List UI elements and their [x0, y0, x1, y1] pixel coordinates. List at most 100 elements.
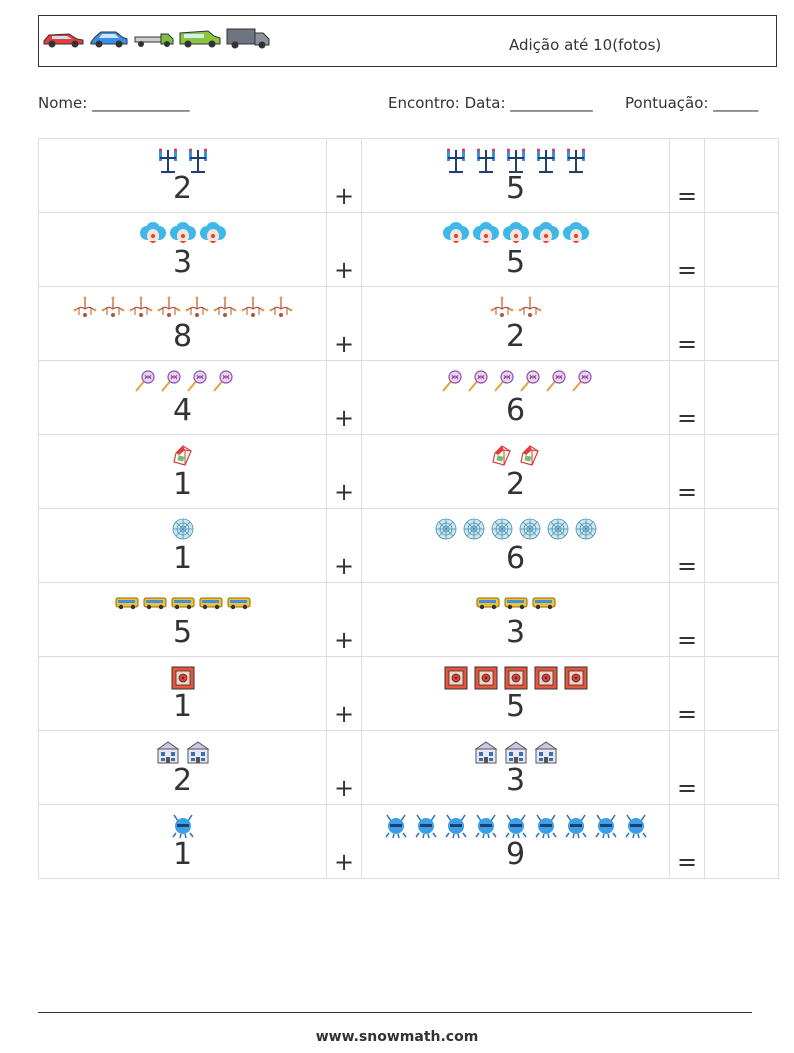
traffic-light-icon	[566, 148, 585, 173]
traffic-light-icon	[476, 148, 495, 173]
addend-a-number: 1	[172, 467, 193, 502]
lollipop-icon	[493, 370, 514, 392]
plus-cell: +	[326, 656, 362, 731]
addend-a-pictures	[39, 213, 326, 247]
milk-carton-icon	[172, 445, 192, 466]
answer-cell[interactable]	[704, 286, 779, 361]
equals-sign: =	[676, 256, 698, 284]
plus-sign: +	[333, 182, 355, 210]
footer-divider	[38, 1012, 752, 1013]
addend-a-number: 2	[172, 763, 193, 798]
addend-b-pictures	[362, 805, 669, 839]
plus-sign: +	[333, 330, 355, 358]
score-field: Pontuação: ______	[625, 94, 759, 112]
robot-icon	[414, 814, 437, 839]
robot-icon	[171, 814, 194, 839]
spider-web-icon	[172, 518, 193, 540]
problem-row: 2 +3 =	[38, 730, 779, 805]
clown-icon	[139, 222, 166, 243]
problem-row: 1 +2 =	[38, 434, 779, 509]
plus-sign: +	[333, 256, 355, 284]
addend-a-cell: 2	[38, 730, 327, 805]
lollipop-icon	[186, 370, 207, 392]
tow-truck-icon	[134, 33, 174, 47]
equals-cell: =	[669, 212, 705, 287]
safe-icon	[564, 666, 587, 690]
equals-cell: =	[669, 804, 705, 879]
addend-b-cell: 2	[361, 434, 670, 509]
equals-cell: =	[669, 656, 705, 731]
answer-cell[interactable]	[704, 138, 779, 213]
clown-icon	[169, 222, 196, 243]
equals-sign: =	[676, 552, 698, 580]
robot-icon	[624, 814, 647, 839]
lollipop-icon	[441, 370, 462, 392]
lollipop-icon	[571, 370, 592, 392]
addend-b-number: 3	[505, 763, 526, 798]
equals-sign: =	[676, 774, 698, 802]
addend-a-number: 1	[172, 541, 193, 576]
clown-icon	[532, 222, 559, 243]
answer-cell[interactable]	[704, 508, 779, 583]
answer-cell[interactable]	[704, 212, 779, 287]
addend-a-number: 4	[172, 393, 193, 428]
addend-a-pictures	[39, 731, 326, 765]
addend-a-number: 1	[172, 837, 193, 872]
safe-icon	[504, 666, 527, 690]
answer-cell[interactable]	[704, 804, 779, 879]
addend-b-cell: 3	[361, 730, 670, 805]
addend-b-pictures	[362, 139, 669, 173]
building-icon	[473, 741, 498, 764]
robot-icon	[594, 814, 617, 839]
answer-cell[interactable]	[704, 360, 779, 435]
problem-row: 1 +5 =	[38, 656, 779, 731]
problems-table: 2 +5 = 3 +5 = 8 +2 = 4 +6 = 1 +2 = 1 +6 = 5 +3 = 1 +5 = 2 +3 = 1 +9 =	[38, 138, 779, 879]
addend-a-cell: 1	[38, 656, 327, 731]
equals-sign: =	[676, 700, 698, 728]
clown-icon	[562, 222, 589, 243]
answer-cell[interactable]	[704, 656, 779, 731]
lollipop-icon	[212, 370, 233, 392]
addend-a-number: 5	[172, 615, 193, 650]
problem-row: 3 +5 =	[38, 212, 779, 287]
bus-icon	[143, 597, 166, 610]
addend-a-cell: 1	[38, 508, 327, 583]
worksheet-title: Adição até 10(fotos)	[509, 36, 662, 54]
addend-a-pictures	[39, 287, 326, 321]
spider-web-icon	[547, 518, 568, 540]
chandelier-icon	[129, 296, 152, 317]
safe-icon	[534, 666, 557, 690]
plus-cell: +	[326, 434, 362, 509]
building-icon	[155, 741, 180, 764]
plus-sign: +	[333, 848, 355, 876]
addend-b-number: 9	[505, 837, 526, 872]
red-car-icon	[43, 33, 84, 48]
name-field: Nome: _____________	[38, 94, 190, 112]
header-box: Adição até 10(fotos)	[38, 15, 777, 67]
plus-sign: +	[333, 626, 355, 654]
answer-cell[interactable]	[704, 730, 779, 805]
equals-sign: =	[676, 626, 698, 654]
addend-a-cell: 2	[38, 138, 327, 213]
safe-icon	[474, 666, 497, 690]
problem-row: 4 +6 =	[38, 360, 779, 435]
plus-sign: +	[333, 700, 355, 728]
bus-icon	[476, 597, 499, 610]
safe-icon	[444, 666, 467, 690]
addend-b-cell: 5	[361, 138, 670, 213]
addend-a-number: 8	[172, 319, 193, 354]
addend-b-number: 5	[505, 171, 526, 206]
robot-icon	[504, 814, 527, 839]
chandelier-icon	[518, 296, 541, 317]
answer-cell[interactable]	[704, 582, 779, 657]
plus-cell: +	[326, 582, 362, 657]
answer-cell[interactable]	[704, 434, 779, 509]
chandelier-icon	[185, 296, 208, 317]
addend-b-pictures	[362, 361, 669, 395]
addend-a-cell: 4	[38, 360, 327, 435]
vehicle-icons	[41, 26, 271, 50]
addend-b-number: 6	[505, 541, 526, 576]
equals-cell: =	[669, 360, 705, 435]
lollipop-icon	[160, 370, 181, 392]
equals-cell: =	[669, 286, 705, 361]
